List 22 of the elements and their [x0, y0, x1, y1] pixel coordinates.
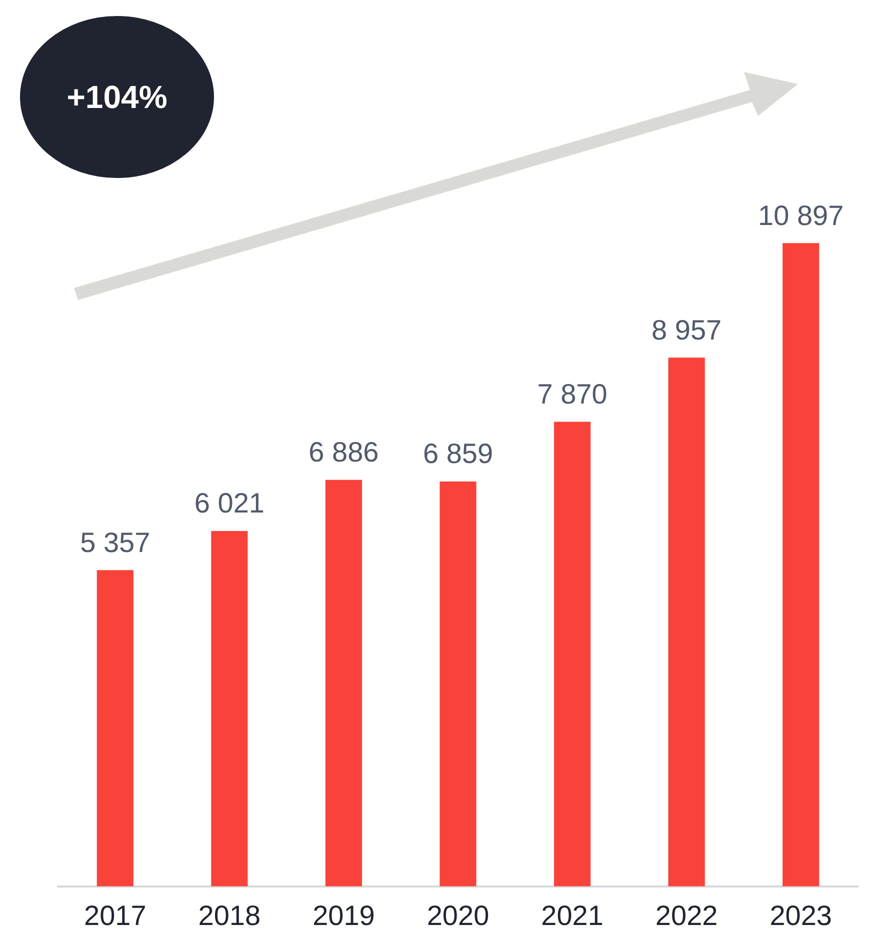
bar: [325, 480, 362, 886]
x-tick-label: 2019: [312, 900, 375, 931]
bar: [668, 358, 705, 886]
x-tick-label: 2021: [541, 900, 604, 931]
data-label: 6 859: [422, 438, 494, 470]
bar: [440, 481, 476, 886]
data-label: 6 021: [194, 488, 264, 519]
x-tick-label: 2023: [770, 900, 832, 931]
bar: [782, 243, 820, 886]
bar: [96, 570, 134, 886]
x-tick-label: 2017: [84, 900, 146, 931]
data-label: 10 897: [758, 200, 844, 231]
data-label: 8 957: [652, 314, 722, 346]
x-tick-label: 2018: [198, 900, 261, 931]
data-label: 6 886: [308, 436, 379, 468]
bar: [554, 422, 591, 886]
data-label: 5 357: [80, 526, 150, 558]
bar: [211, 530, 248, 886]
data-label: 7 870: [537, 378, 608, 410]
x-tick-label: 2022: [655, 900, 718, 931]
circle-badge: +104%: [20, 16, 214, 178]
x-tick-label: 2020: [426, 900, 490, 931]
